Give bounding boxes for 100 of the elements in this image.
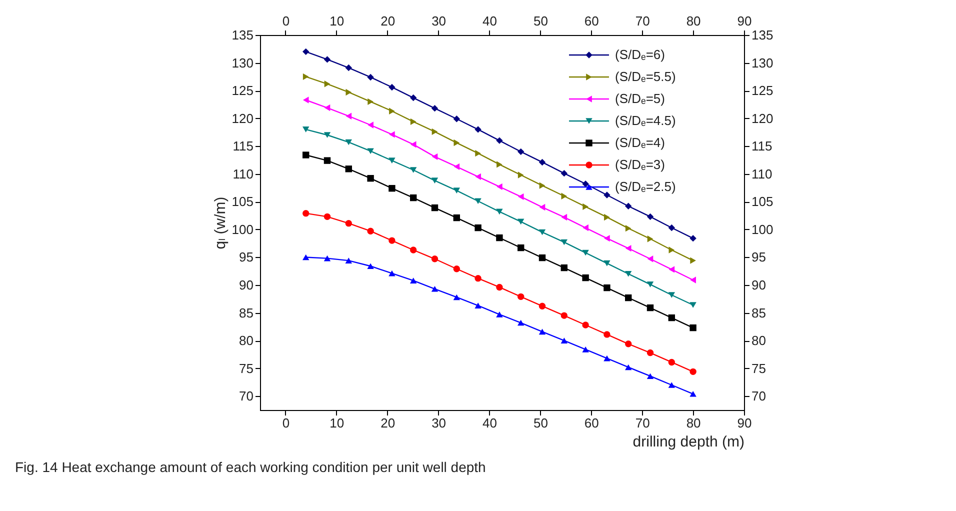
point <box>538 158 546 166</box>
point <box>624 270 632 277</box>
point <box>518 172 524 178</box>
x-tick-label: 10 <box>330 416 344 430</box>
point <box>367 174 374 182</box>
point <box>668 358 676 366</box>
y-tick-label: 90 <box>239 278 254 292</box>
point <box>690 368 696 376</box>
point <box>302 73 309 80</box>
point <box>690 276 696 284</box>
point <box>324 80 330 88</box>
x2-tick-label: 10 <box>330 14 344 28</box>
point <box>604 260 610 266</box>
x-tick-label: 40 <box>482 416 497 430</box>
point <box>453 266 460 272</box>
point <box>582 250 589 256</box>
point <box>517 218 524 225</box>
point <box>582 346 589 352</box>
x2-tick-label: 30 <box>432 14 446 28</box>
y-tick-label: 70 <box>239 388 254 404</box>
point <box>345 258 352 264</box>
point <box>560 264 568 272</box>
point <box>388 237 396 244</box>
point <box>475 150 481 157</box>
point <box>388 184 396 192</box>
x2-tick-label: 70 <box>635 14 650 28</box>
point <box>431 256 438 262</box>
x-axis-title: drilling depth (m) <box>632 434 744 450</box>
point <box>346 88 352 96</box>
point <box>560 312 568 319</box>
point <box>302 96 309 104</box>
y-tick-label: 130 <box>232 55 254 70</box>
point <box>367 263 374 270</box>
y-tick-label: 85 <box>239 305 254 320</box>
legend-label: (S/Dₑ=2.5) <box>615 179 676 194</box>
point <box>367 228 374 234</box>
point <box>624 340 632 348</box>
point <box>539 204 546 211</box>
y2-tick-label: 100 <box>752 222 774 237</box>
point <box>624 364 632 370</box>
point <box>410 94 417 102</box>
x-tick-label: 70 <box>635 416 650 430</box>
point <box>646 213 654 220</box>
point <box>389 131 395 138</box>
point <box>410 167 417 173</box>
point <box>453 214 460 222</box>
point <box>561 214 568 221</box>
point <box>474 198 482 204</box>
point <box>324 157 331 164</box>
point <box>324 213 331 220</box>
point <box>431 178 438 184</box>
y2-tick-label: 130 <box>752 55 774 70</box>
legend-label: (S/Dₑ=4.5) <box>615 113 676 128</box>
legend-label: (S/Dₑ=5) <box>615 91 665 106</box>
point <box>604 234 610 242</box>
x2-tick-label: 80 <box>686 14 701 28</box>
point <box>668 246 675 254</box>
caption: Fig. 14 Heat exchange amount of each working condition per unit well depth <box>15 459 486 475</box>
point <box>474 126 482 133</box>
point <box>496 312 503 318</box>
point <box>368 122 374 128</box>
point <box>368 98 374 106</box>
point <box>539 182 546 189</box>
point <box>388 270 396 276</box>
y-tick-label: 95 <box>239 250 254 265</box>
point <box>496 161 502 168</box>
point <box>496 208 503 215</box>
point <box>324 104 330 112</box>
y-tick-label: 105 <box>232 194 254 210</box>
x2-tick-label: 50 <box>533 14 548 28</box>
point <box>538 229 546 236</box>
point <box>410 246 417 254</box>
point <box>646 373 654 380</box>
y-tick-label: 110 <box>232 166 254 182</box>
point <box>690 324 696 332</box>
x-tick-label: 60 <box>584 416 599 430</box>
point <box>302 254 310 260</box>
x2-tick-label: 20 <box>380 14 396 28</box>
point <box>345 220 352 227</box>
point <box>690 234 696 242</box>
point <box>431 286 438 292</box>
point <box>431 204 438 212</box>
y2-tick-label: 120 <box>752 110 774 126</box>
point <box>474 302 482 308</box>
x-tick-label: 20 <box>380 416 396 430</box>
y-tick-label: 75 <box>239 360 254 376</box>
point <box>302 152 310 158</box>
point <box>582 180 589 188</box>
legend-label: (S/Dₑ=3) <box>615 157 665 172</box>
y-axis-title: qₗ (w/m) <box>212 196 229 250</box>
x2-tick-label: 90 <box>737 14 752 28</box>
point <box>346 112 352 120</box>
point <box>410 278 417 284</box>
point <box>538 302 546 310</box>
y2-tick-label: 70 <box>752 388 766 404</box>
x-tick-label: 30 <box>432 416 446 430</box>
point <box>496 183 502 190</box>
y2-tick-label: 75 <box>752 360 766 376</box>
point <box>668 314 676 322</box>
point <box>432 128 438 136</box>
